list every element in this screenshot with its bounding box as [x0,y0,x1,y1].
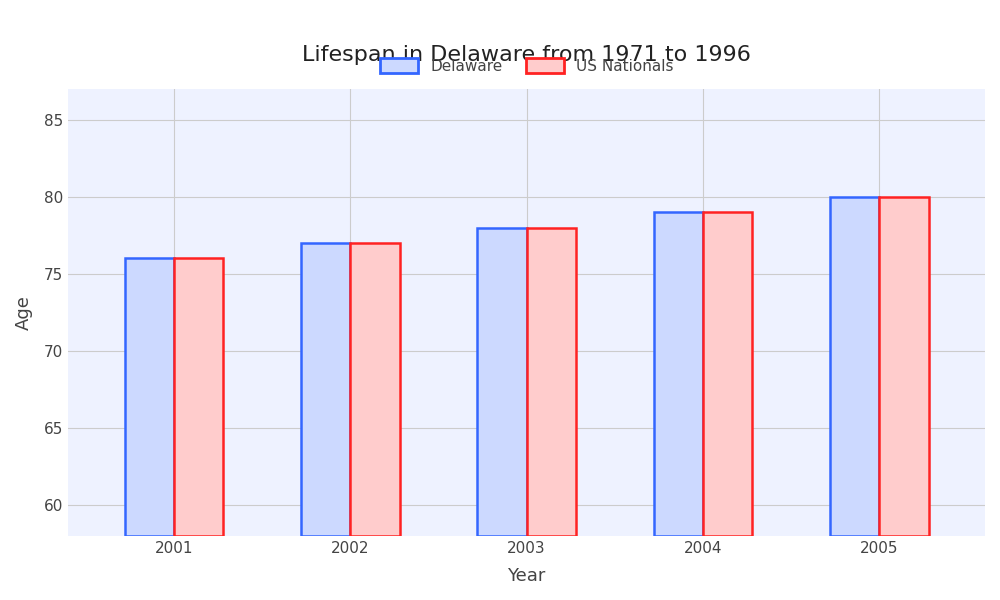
Legend: Delaware, US Nationals: Delaware, US Nationals [374,52,680,80]
Bar [703,212,752,536]
Bar [830,197,879,536]
Bar [879,197,929,536]
Bar [125,259,174,536]
Bar [174,259,223,536]
Bar [350,243,400,536]
Bar [301,243,350,536]
Bar [654,212,703,536]
X-axis label: Year: Year [507,567,546,585]
Title: Lifespan in Delaware from 1971 to 1996: Lifespan in Delaware from 1971 to 1996 [302,45,751,65]
Y-axis label: Age: Age [15,295,33,330]
Bar [527,227,576,536]
Bar [477,227,527,536]
